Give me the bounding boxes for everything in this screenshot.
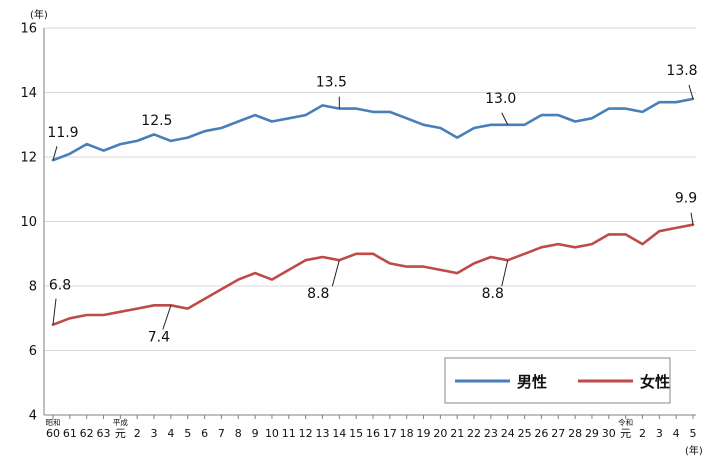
x-tick-label: 30 xyxy=(602,427,616,440)
x-tick-label: 元 xyxy=(620,427,631,440)
x-tick-label: 6 xyxy=(201,427,208,440)
era-label: 平成 xyxy=(113,417,128,427)
annotation-leader-line xyxy=(331,260,340,287)
x-tick-label: 19 xyxy=(417,427,431,440)
x-tick-label: 62 xyxy=(80,427,94,440)
annotation-leader-line xyxy=(52,298,57,325)
x-tick-label: 16 xyxy=(366,427,380,440)
y-tick-label: 16 xyxy=(20,22,37,37)
x-tick-label: 元 xyxy=(115,427,126,440)
data-label: 6.8 xyxy=(49,278,71,294)
data-label: 8.8 xyxy=(307,286,329,302)
data-label: 13.8 xyxy=(666,63,697,79)
x-tick-label: 5 xyxy=(184,427,191,440)
y-axis-unit-label: (年) xyxy=(30,8,48,21)
x-tick-label: 3 xyxy=(656,427,663,440)
data-label: 13.5 xyxy=(316,75,347,91)
x-tick-label: 7 xyxy=(218,427,225,440)
x-tick-label: 22 xyxy=(467,427,481,440)
x-tick-label: 25 xyxy=(518,427,532,440)
annotation-leader-line xyxy=(501,112,509,125)
x-tick-label: 4 xyxy=(167,427,174,440)
x-tick-label: 14 xyxy=(332,427,346,440)
data-label: 12.5 xyxy=(141,113,172,129)
x-tick-label: 2 xyxy=(639,427,646,440)
annotation-leader-line xyxy=(690,212,694,225)
x-tick-label: 15 xyxy=(349,427,363,440)
data-label: 11.9 xyxy=(47,125,78,141)
x-tick-label: 5 xyxy=(690,427,697,440)
data-label: 8.8 xyxy=(482,286,504,302)
legend-label: 男性 xyxy=(517,373,547,391)
x-tick-label: 4 xyxy=(673,427,680,440)
x-tick-label: 24 xyxy=(501,427,515,440)
data-label: 13.0 xyxy=(485,91,516,107)
x-tick-label: 8 xyxy=(235,427,242,440)
y-tick-label: 4 xyxy=(29,409,37,424)
legend: 男性 女性 xyxy=(444,357,671,404)
y-tick-label: 14 xyxy=(20,86,37,101)
label-layer: 11.9 12.5 13.5 13.0 13.8 6.8 7.4 8.8 8.8 9.9 xyxy=(47,63,697,345)
era-label: 令和 xyxy=(618,417,633,427)
x-tick-label: 28 xyxy=(568,427,582,440)
y-tick-label: 10 xyxy=(20,215,37,230)
x-tick-label: 12 xyxy=(299,427,313,440)
annotation-leader-line xyxy=(162,305,172,330)
x-tick-label: 21 xyxy=(450,427,464,440)
x-axis-unit-label: (年) xyxy=(685,444,703,457)
annotation-leader-line xyxy=(688,84,694,100)
x-tick-label: 17 xyxy=(383,427,397,440)
legend-label: 女性 xyxy=(640,373,670,391)
series-line-male xyxy=(51,97,695,162)
x-tick-label: 23 xyxy=(484,427,498,440)
data-label: 9.9 xyxy=(675,191,697,207)
era-label: 昭和 xyxy=(46,418,61,427)
x-tick-label: 9 xyxy=(252,427,259,440)
x-tick-label: 11 xyxy=(282,427,296,440)
data-label: 7.4 xyxy=(148,329,170,345)
x-tick-label: 20 xyxy=(433,427,447,440)
series-line-female xyxy=(51,223,695,327)
x-tick-label: 2 xyxy=(134,427,141,440)
x-tick-label: 26 xyxy=(534,427,548,440)
annotation-leader-line xyxy=(52,146,58,161)
y-tick-label: 8 xyxy=(29,280,37,295)
x-tick-label: 18 xyxy=(400,427,414,440)
x-tick-label: 60 xyxy=(46,427,60,440)
x-tick-label: 27 xyxy=(551,427,565,440)
x-tick-label: 3 xyxy=(151,427,158,440)
x-tick-label: 13 xyxy=(315,427,329,440)
x-tick-label: 63 xyxy=(97,427,111,440)
x-tick-label: 29 xyxy=(585,427,599,440)
series-layer xyxy=(51,97,695,327)
y-tick-label: 6 xyxy=(29,344,37,359)
grid-layer xyxy=(44,27,696,351)
y-tick-label: 12 xyxy=(20,151,37,166)
annotation-leader-line xyxy=(501,260,509,287)
x-tick-label: 61 xyxy=(63,427,77,440)
x-tick-label: 10 xyxy=(265,427,279,440)
